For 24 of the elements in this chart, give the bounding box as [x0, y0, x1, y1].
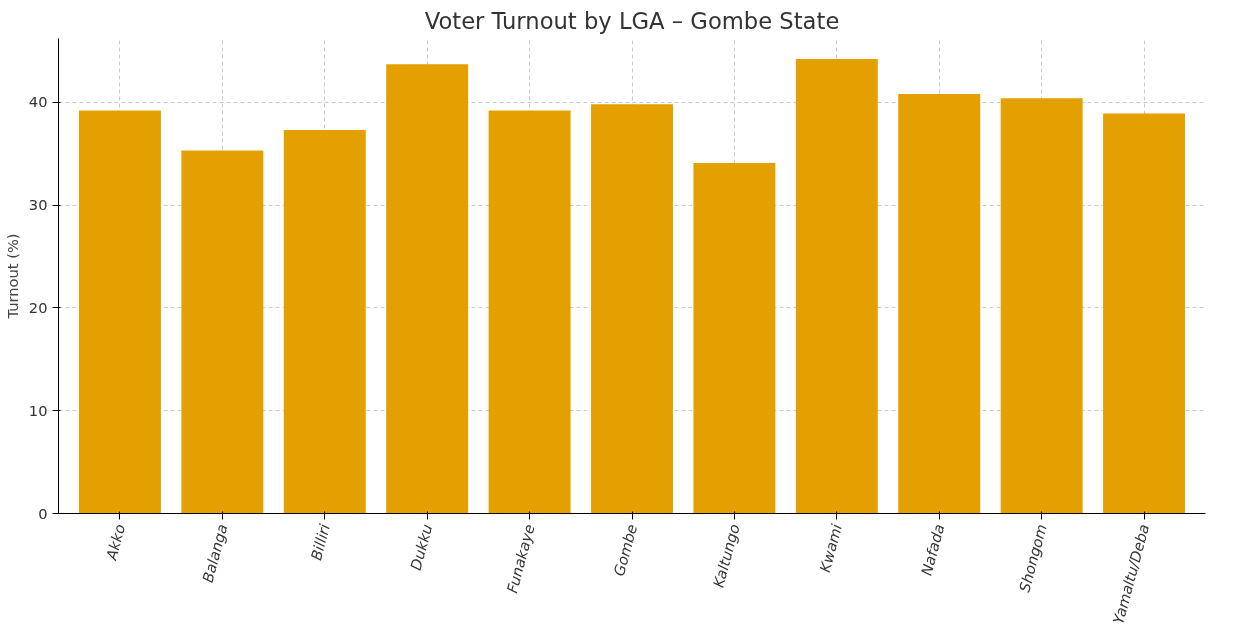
bar [795, 59, 878, 514]
bar [181, 150, 264, 514]
y-tick-label: 30 [28, 196, 48, 214]
x-tick-label: Nafada [917, 522, 948, 578]
bar [1000, 98, 1083, 514]
chart-title: Voter Turnout by LGA – Gombe State [424, 7, 840, 34]
y-tick-label: 10 [28, 401, 48, 419]
bar [488, 110, 571, 514]
y-tick-label: 40 [28, 93, 48, 111]
x-tick-label: Kwami [815, 522, 846, 574]
x-tick-label: Billiri [307, 522, 333, 562]
x-tick-label: Akko [102, 522, 129, 563]
bar [693, 162, 776, 514]
x-tick-label: Dukku [406, 522, 436, 572]
bar [283, 130, 366, 514]
bar [898, 94, 981, 514]
x-tick-label: Gombe [610, 522, 641, 578]
y-tick-label: 20 [28, 298, 48, 316]
y-axis-title: Turnout (%) [3, 233, 21, 320]
bar [386, 64, 469, 514]
bar [1103, 113, 1186, 514]
bar [78, 110, 161, 514]
bar [591, 104, 673, 514]
y-tick-label: 0 [38, 504, 48, 522]
